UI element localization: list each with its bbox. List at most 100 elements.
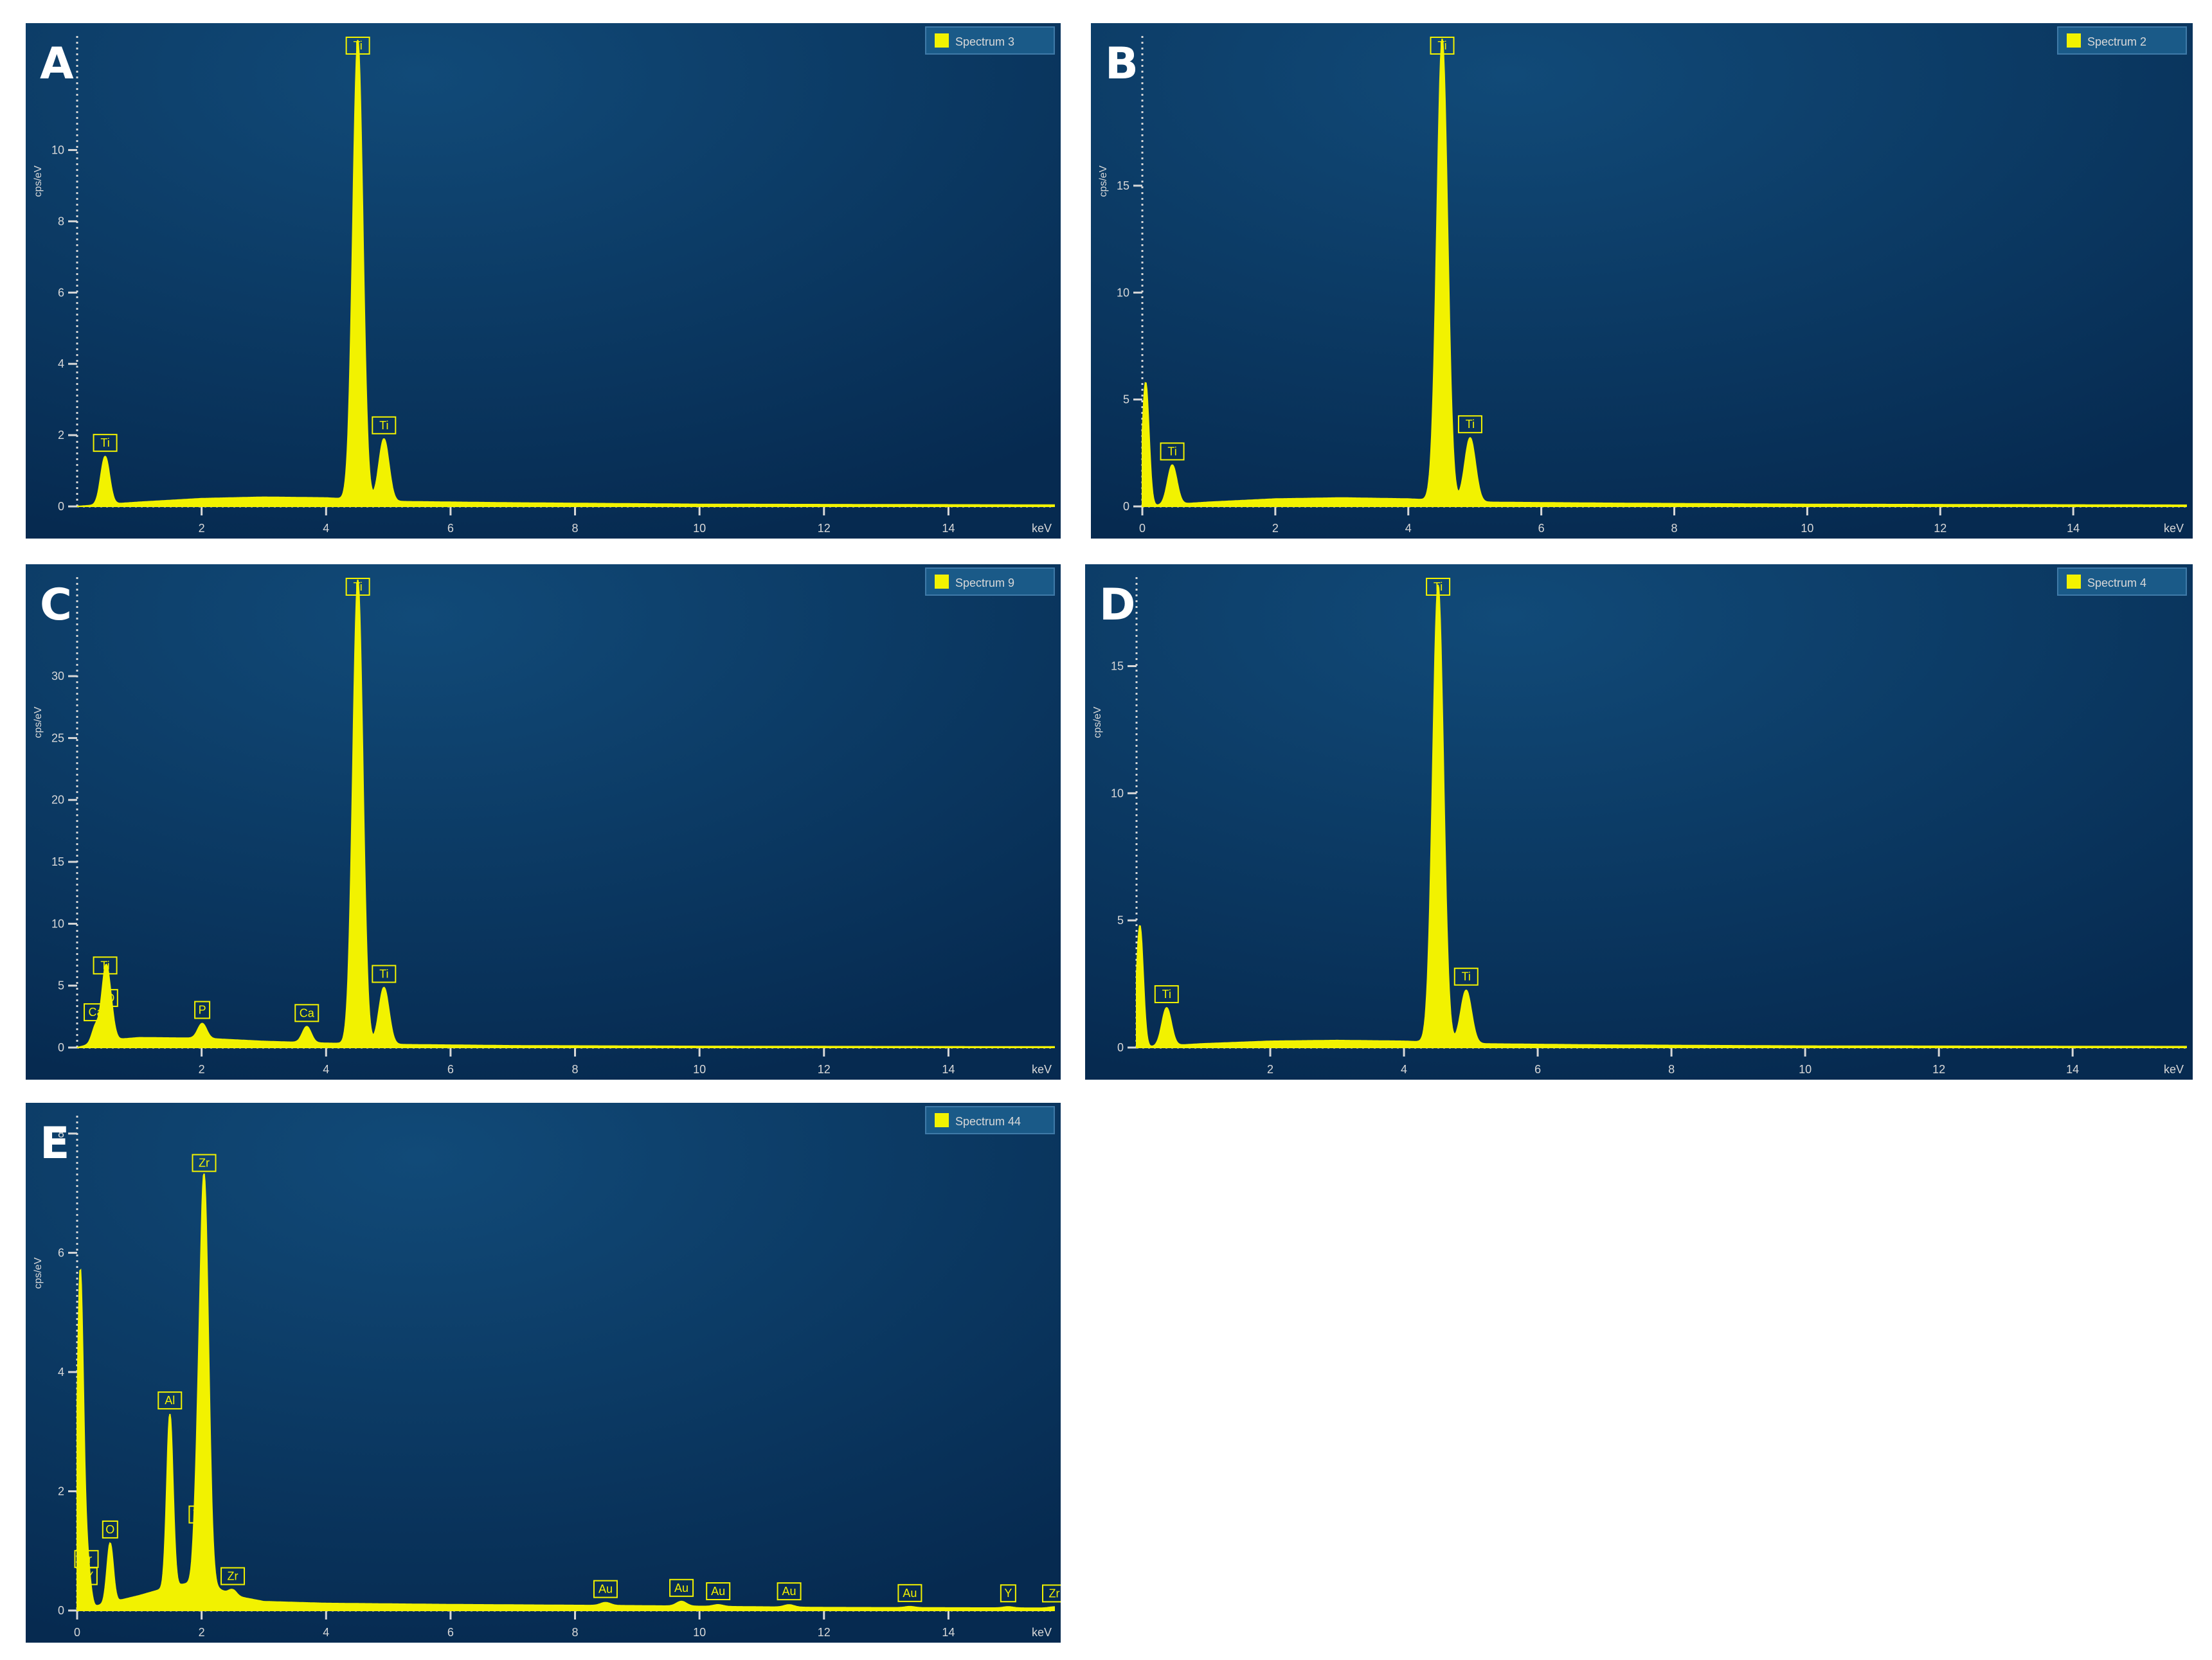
y-tick-label: 4	[58, 357, 64, 370]
legend: Spectrum 4	[2057, 567, 2187, 596]
peak-label: Ti	[93, 956, 118, 975]
y-tick-label: 2	[58, 1485, 64, 1497]
svg-text:Zr: Zr	[1049, 1587, 1060, 1600]
svg-text:Zr: Zr	[228, 1570, 238, 1583]
y-tick-label: 0	[58, 1041, 64, 1054]
x-tick-label: 14	[942, 522, 955, 535]
x-axis-label: keV	[2164, 1063, 2184, 1076]
y-tick-label: 20	[51, 794, 64, 807]
peak-label: Ti	[372, 965, 397, 983]
chart-background	[26, 23, 1061, 539]
svg-text:Au: Au	[674, 1582, 688, 1594]
y-tick-label: 15	[1111, 659, 1124, 672]
peak-label: Zr	[220, 1567, 246, 1585]
x-tick-label: 8	[572, 522, 579, 535]
svg-text:Ca: Ca	[89, 1006, 104, 1019]
panel-letter: C	[40, 580, 72, 630]
x-tick-label: 14	[2066, 1063, 2079, 1076]
peak-label: Ca	[84, 1003, 109, 1022]
chart-background	[1085, 564, 2193, 1080]
peak-label: Ti	[1430, 37, 1455, 55]
x-tick-label: 12	[818, 1063, 831, 1076]
peak-label: Zr	[192, 1154, 217, 1172]
peak-label: Au	[777, 1582, 802, 1601]
x-tick-label: 10	[1799, 1063, 1812, 1076]
spectrum-panel-c: 2 4 6 8 10 12 14 keV 0 5 10 15 20 25 30 cps/eV Ca Ti O P Ca T…	[26, 564, 1061, 1080]
spectrum-chart: 2 4 6 8 10 12 14 keV 0 5 10 15 20 25 30 cps/eV Ca Ti O P Ca T…	[26, 564, 1061, 1080]
x-tick-label: 2	[1272, 522, 1279, 535]
y-axis-label: cps/eV	[33, 1257, 44, 1289]
svg-text:Ti: Ti	[353, 39, 362, 52]
legend-swatch	[2067, 575, 2081, 589]
y-tick-label: 0	[1117, 1041, 1124, 1054]
legend-swatch	[935, 33, 949, 48]
x-tick-label: 10	[693, 1626, 706, 1639]
x-tick-label: 12	[1934, 522, 1947, 535]
spectrum-chart: 0 2 4 6 8 10 12 14 keV 0 2 4 6 8 cps/eV Zr Y O Al Y Zr Zr Au Au…	[26, 1103, 1061, 1643]
spectrum-chart: 2 4 6 8 10 12 14 keV 0 5 10 15 cps/eV Ti Ti Ti Spectrum …	[1085, 564, 2193, 1080]
peak-label: Ti	[1154, 985, 1179, 1003]
peak-label: P	[194, 1001, 211, 1019]
x-tick-label: 14	[942, 1626, 955, 1639]
y-tick-label: 10	[1111, 787, 1124, 799]
panel-letter: A	[40, 39, 74, 89]
svg-text:O: O	[105, 1523, 114, 1536]
y-tick-label: 0	[58, 500, 64, 513]
x-tick-label: 14	[942, 1063, 955, 1076]
y-tick-label: 5	[1123, 393, 1129, 406]
y-tick-label: 10	[51, 917, 64, 930]
peak-label: Au	[706, 1582, 731, 1601]
peak-label: Ti	[1426, 578, 1451, 596]
spectrum-trace	[76, 579, 1055, 1048]
x-tick-label: 4	[323, 522, 329, 535]
panel-letter: B	[1105, 39, 1138, 89]
y-tick-label: 0	[58, 1604, 64, 1617]
svg-text:Y: Y	[1004, 1587, 1012, 1600]
x-tick-label: 8	[1668, 1063, 1675, 1076]
svg-text:Ti: Ti	[1462, 970, 1471, 983]
y-tick-label: 8	[58, 215, 64, 228]
svg-text:Ti: Ti	[1162, 988, 1171, 1001]
legend: Spectrum 3	[925, 26, 1055, 55]
peak-label: Y	[1000, 1584, 1016, 1603]
legend: Spectrum 2	[2057, 26, 2187, 55]
legend: Spectrum 44	[925, 1106, 1055, 1134]
x-tick-label: 10	[693, 522, 706, 535]
peak-label: Al	[157, 1391, 183, 1410]
y-tick-label: 6	[58, 286, 64, 299]
svg-text:P: P	[199, 1003, 206, 1016]
svg-text:Zr: Zr	[81, 1553, 92, 1566]
peak-label: Au	[669, 1578, 694, 1597]
y-tick-label: 15	[51, 855, 64, 868]
svg-text:Ti: Ti	[1434, 580, 1443, 593]
peak-label: Ti	[1457, 415, 1482, 434]
x-tick-label: 0	[74, 1626, 80, 1639]
x-tick-label: 0	[1139, 522, 1146, 535]
chart-background	[26, 1103, 1061, 1643]
y-tick-label: 4	[58, 1366, 64, 1379]
x-tick-label: 2	[199, 1063, 205, 1076]
spectrum-panel-b: 0 2 4 6 8 10 12 14 keV 0 5 10 15 cps/eV Ti Ti Ti Spectrum…	[1091, 23, 2193, 539]
x-tick-label: 10	[693, 1063, 706, 1076]
peak-label: Ti	[1453, 967, 1479, 986]
x-tick-label: 6	[1534, 1063, 1541, 1076]
chart-background	[26, 564, 1061, 1080]
x-tick-label: 2	[199, 1626, 205, 1639]
y-axis-label: cps/eV	[1098, 165, 1109, 197]
svg-text:Au: Au	[598, 1583, 613, 1596]
svg-text:Ti: Ti	[1466, 418, 1475, 431]
peak-label: Y	[81, 1567, 98, 1585]
svg-text:Y: Y	[193, 1508, 201, 1521]
svg-text:Ti: Ti	[100, 959, 109, 972]
peak-label: Ca	[294, 1004, 319, 1022]
svg-text:Zr: Zr	[199, 1157, 210, 1170]
x-axis-label: keV	[1032, 1626, 1052, 1639]
svg-text:Ti: Ti	[1437, 39, 1446, 52]
legend-label: Spectrum 3	[955, 35, 1014, 48]
x-tick-label: 2	[1267, 1063, 1273, 1076]
y-tick-label: 15	[1117, 179, 1129, 192]
x-tick-label: 6	[1538, 522, 1545, 535]
x-tick-label: 14	[2067, 522, 2080, 535]
y-axis-label: cps/eV	[1092, 706, 1103, 738]
peak-label: O	[102, 1520, 118, 1539]
